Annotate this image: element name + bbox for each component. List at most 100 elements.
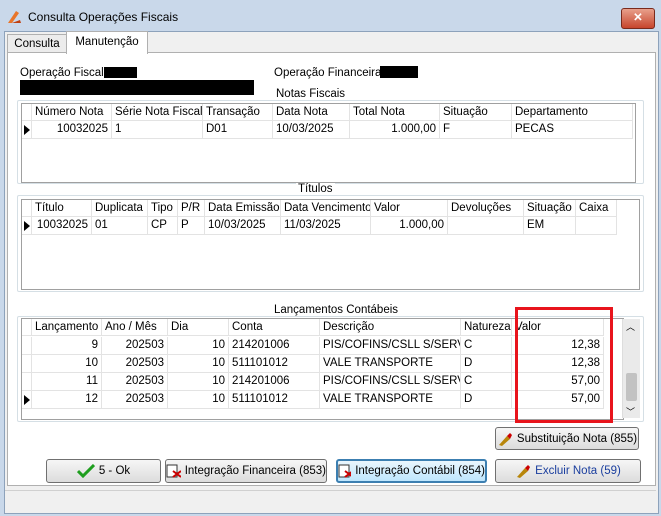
icon [498, 432, 512, 446]
current-row-marker [24, 221, 30, 231]
column-header: Ano / Mês [102, 319, 168, 336]
column-header: Total Nota [350, 104, 440, 121]
grid-cell: 10/03/2025 [273, 121, 350, 139]
data-grid: Número Nota Série Nota Fiscal Transação Dat… [21, 103, 636, 183]
column-header: Série Nota Fiscal [112, 104, 203, 121]
tab-label: Consulta [14, 38, 60, 50]
grid-cell: D [461, 355, 512, 373]
button[interactable]: Integração Financeira (853) [165, 459, 327, 483]
field-label: Operação Fiscal: [20, 67, 107, 79]
column-header: Duplicata [92, 200, 148, 217]
tab-selected[interactable]: Manutenção [66, 31, 148, 54]
column-header: Número Nota [32, 104, 112, 121]
tab[interactable]: Consulta [7, 34, 67, 53]
grid-cell: 511101012 [229, 355, 320, 373]
grid-cell: 10/03/2025 [205, 217, 281, 235]
button-label: 5 - Ok [98, 465, 131, 477]
button-focused[interactable]: Integração Contábil (854) [336, 459, 487, 483]
column-header: Data Vencimento [281, 200, 371, 217]
tab-label: Manutenção [75, 36, 139, 48]
row-indicator-header [22, 319, 32, 336]
column-header: Devoluções [448, 200, 524, 217]
column-header: Conta [229, 319, 320, 336]
grid-cell: CP [148, 217, 178, 235]
current-row-marker [24, 395, 30, 405]
button[interactable]: Substituição Nota (855) [495, 427, 639, 450]
column-header: Lançamento [32, 319, 102, 336]
data-grid: Título Duplicata Tipo P/R Data Emissão Data V… [21, 199, 640, 290]
grid-cell: C [461, 337, 512, 355]
grid-cell: D01 [203, 121, 273, 139]
grid-cell: C [461, 373, 512, 391]
window-title: Consulta Operações Fiscais [28, 10, 179, 24]
button-label: Integração Financeira (853) [184, 465, 326, 477]
button-label: Excluir Nota (59) [535, 465, 621, 477]
current-row-marker [24, 125, 30, 135]
group-box [17, 195, 644, 292]
column-header: Natureza [461, 319, 512, 336]
grid-cell: 202503 [102, 337, 168, 355]
grid-cell: 11/03/2025 [281, 217, 371, 235]
grid-cell: 202503 [102, 373, 168, 391]
grid-cell: 57,00 [512, 373, 604, 391]
grid-cell: 10 [32, 355, 102, 373]
row-indicator [22, 373, 32, 391]
group-title: Lançamentos Contábeis [272, 304, 401, 316]
close-button[interactable]: ✕ [621, 8, 655, 29]
scrollbar[interactable]: ︿ ﹀ [622, 319, 640, 418]
grid-cell: P [178, 217, 205, 235]
grid-cell: 01 [92, 217, 148, 235]
group-box [17, 316, 644, 422]
grid-cell: 10 [168, 355, 229, 373]
grid-cell: 1.000,00 [350, 121, 440, 139]
column-header: Situação [524, 200, 576, 217]
button[interactable]: Excluir Nota (59) [495, 459, 641, 483]
scroll-down[interactable]: ﹀ [626, 407, 636, 417]
column-header: Valor [512, 319, 604, 336]
grid-cell: 10 [168, 391, 229, 409]
grid-cell: 10032025 [32, 121, 112, 139]
column-header: Descrição [320, 319, 461, 336]
grid-cell: VALE TRANSPORTE [320, 391, 461, 409]
icon [76, 464, 95, 478]
field-label: Operação Financeira: [274, 67, 385, 79]
redaction [20, 80, 254, 95]
group-title: Notas Fiscais [274, 88, 348, 100]
icon [166, 464, 181, 478]
grid-cell: 1 [112, 121, 203, 139]
row-indicator [22, 391, 32, 409]
grid-cell: 57,00 [512, 391, 604, 409]
group-title: Títulos [296, 183, 335, 195]
scroll-thumb[interactable] [626, 373, 637, 401]
grid-cell: 10 [168, 337, 229, 355]
grid-cell: 202503 [102, 391, 168, 409]
column-header: Título [32, 200, 92, 217]
grid-cell: 511101012 [229, 391, 320, 409]
grid-cell: F [440, 121, 512, 139]
grid-cell: 214201006 [229, 373, 320, 391]
icon [338, 464, 352, 478]
button[interactable]: 5 - Ok [46, 459, 161, 483]
scroll-up[interactable]: ︿ [626, 322, 636, 332]
grid-cell: 10032025 [32, 217, 92, 235]
grid-cell: PIS/COFINS/CSLL S/SERVICO [320, 337, 461, 355]
row-indicator [22, 337, 32, 355]
row-indicator-header [22, 200, 32, 217]
grid-cell: 12,38 [512, 337, 604, 355]
app-icon [8, 11, 21, 23]
grid-cell: 12 [32, 391, 102, 409]
grid-cell: PECAS [512, 121, 633, 139]
grid-cell: VALE TRANSPORTE [320, 355, 461, 373]
redaction [104, 67, 137, 78]
button-label: Integração Contábil (854) [355, 465, 485, 477]
column-header: Caixa [576, 200, 617, 217]
redaction [380, 66, 418, 78]
highlight-box [515, 307, 613, 423]
column-header: Situação [440, 104, 512, 121]
grid-cell: 10 [168, 373, 229, 391]
button-label: Substituição Nota (855) [516, 432, 638, 445]
grid-cell: 11 [32, 373, 102, 391]
column-header: Data Emissão [205, 200, 281, 217]
column-header: Departamento [512, 104, 633, 121]
status-bar [5, 490, 656, 511]
